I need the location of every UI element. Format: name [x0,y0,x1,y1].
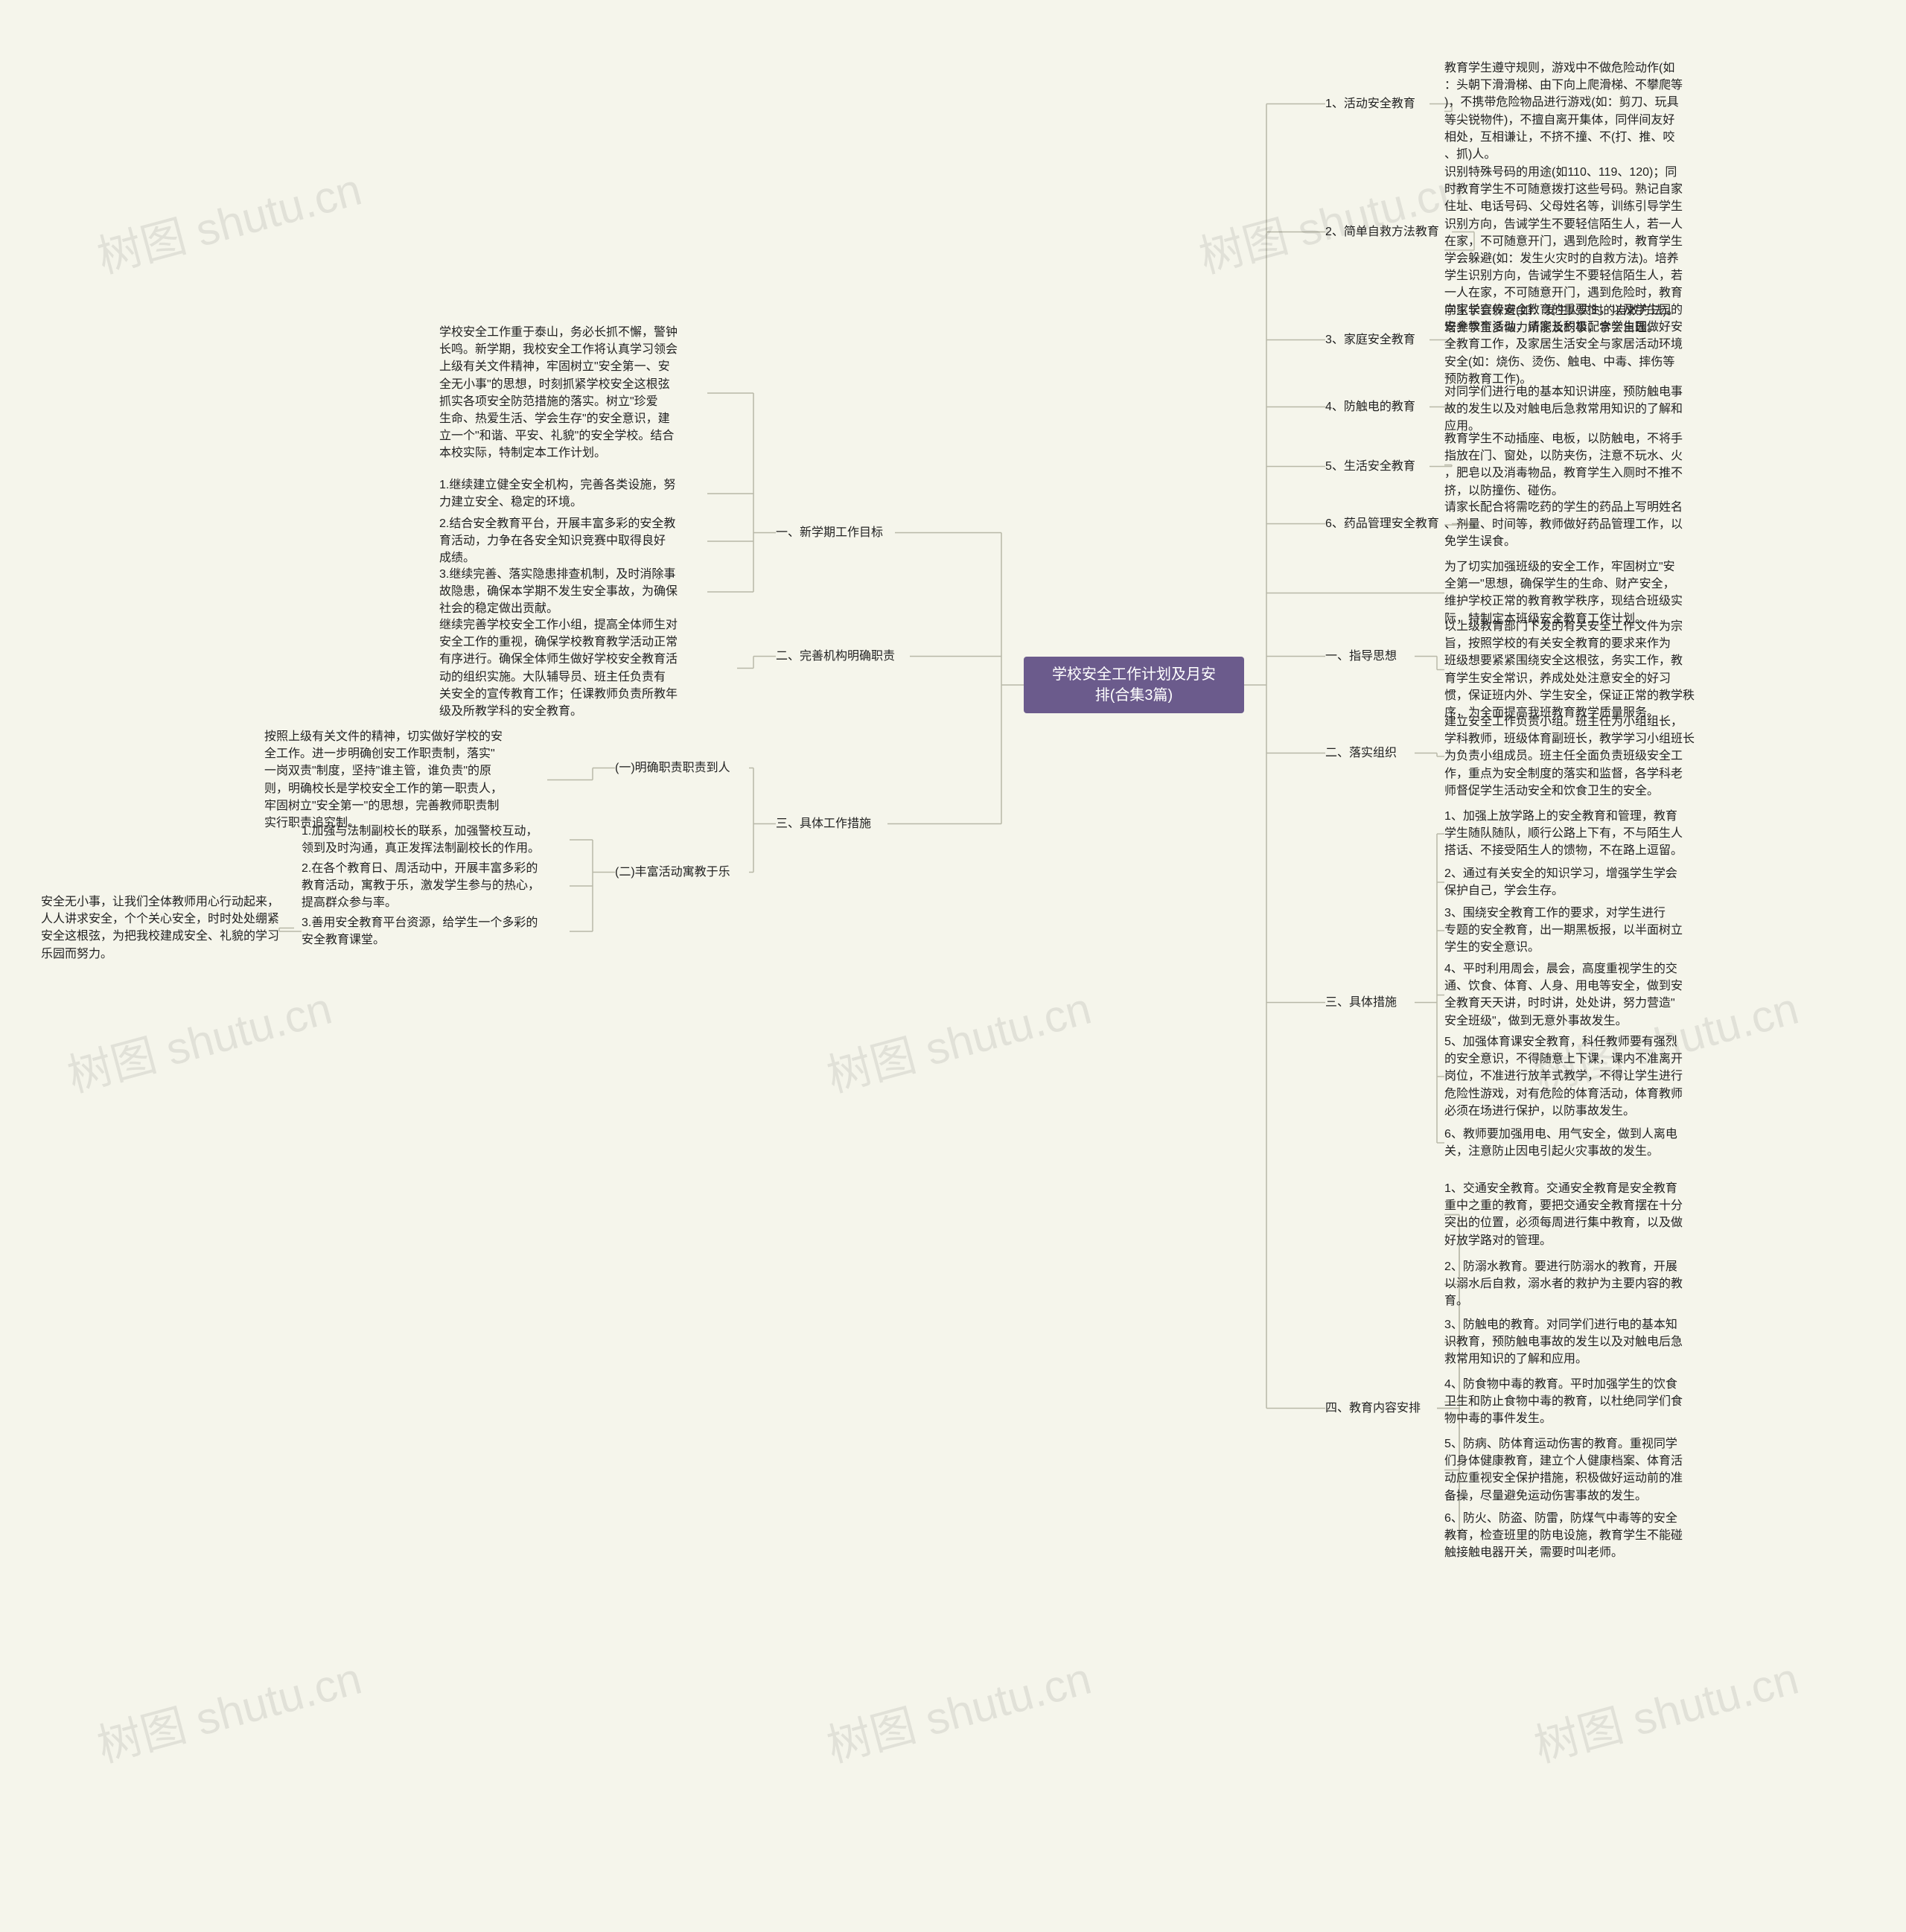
node-a1_3_a_desc[interactable]: 按照上级有关文件的精神，切实做好学校的安 全工作。进一步明确创安工作职责制，落实… [264,728,547,832]
node-a2_6_d[interactable]: 请家长配合将需吃药的学生的药品上写明姓名 、剂量、时间等，教师做好药品管理工作，… [1444,499,1765,551]
node-a1_1_1[interactable]: 1.继续建立健全安全机构，完善各类设施，努 力建立安全、稳定的环境。 [439,476,707,511]
node-a3_3_1[interactable]: 1、加强上放学路上的安全教育和管理，教育 学生随队随队，顺行公路上下有，不与陌生… [1444,808,1742,860]
node-a1_1_3[interactable]: 3.继续完善、落实隐患排查机制，及时消除事 故隐患，确保本学期不发生安全事故，为… [439,566,707,618]
node-a3_3[interactable]: 三、具体措施 [1325,994,1415,1011]
node-a1_intro[interactable]: 学校安全工作重于泰山，务必长抓不懈，警钟 长鸣。新学期，我校安全工作将认真学习领… [439,324,707,462]
node-a2_1_d[interactable]: 教育学生遵守规则，游戏中不做危险动作(如 ：头朝下滑滑梯、由下向上爬滑梯、不攀爬… [1444,60,1757,163]
node-a1_3_b[interactable]: (二)丰富活动寓教于乐 [615,864,749,881]
node-a3_4_3[interactable]: 3、防触电的教育。对同学们进行电的基本知 识教育，预防触电事故的发生以及对触电后… [1444,1316,1742,1368]
mindmap-canvas: 学校安全工作计划及月安 排(合集3篇) 学校安全工作重于泰山，务必长抓不懈，警钟 … [0,0,1906,1932]
watermark: 树图 shutu.cn [89,1642,368,1775]
node-a1_3[interactable]: 三、具体工作措施 [776,815,887,832]
node-a3_3_4[interactable]: 4、平时利用周会，晨会，高度重视学生的交 通、饮食、体育、人身、用电等安全，做到… [1444,960,1742,1030]
node-a1_3_left_note[interactable]: 安全无小事，让我们全体教师用心行动起来， 人人讲求安全，个个关心安全，时时处处绷… [41,893,294,963]
node-a3_4_6[interactable]: 6、防火、防盗、防雷，防煤气中毒等的安全 教育，检查班里的防电设施，教育学生不能… [1444,1510,1742,1562]
node-a1_2_1[interactable]: 继续完善学校安全工作小组，提高全体师生对 安全工作的重视，确保学校教育教学活动正… [439,616,737,720]
node-a1_3_b_1[interactable]: 1.加强与法制副校长的联系，加强警校互动， 领到及时沟通，真正发挥法制副校长的作… [302,823,570,857]
node-a2_6[interactable]: 6、药品管理安全教育 [1325,515,1452,532]
node-a3_2_d[interactable]: 建立安全工作负责小组。班主任为小组组长， 学科教师，班级体育副班长，教学学习小组… [1444,713,1765,800]
watermark: 树图 shutu.cn [60,972,338,1105]
root-node[interactable]: 学校安全工作计划及月安 排(合集3篇) [1024,657,1244,713]
node-a1_1_2[interactable]: 2.结合安全教育平台，开展丰富多彩的安全教 育活动，力争在各安全知识竞赛中取得良… [439,515,707,567]
node-a3_4_1[interactable]: 1、交通安全教育。交通安全教育是安全教育 重中之重的教育，要把交通安全教育摆在十… [1444,1180,1742,1249]
node-a2_4[interactable]: 4、防触电的教育 [1325,398,1430,415]
node-a3_intro[interactable]: 为了切实加强班级的安全工作，牢固树立"安 全第一"思想，确保学生的生命、财产安全… [1444,558,1742,628]
watermark: 树图 shutu.cn [1526,1642,1805,1775]
node-a3_3_3[interactable]: 3、围绕安全教育工作的要求，对学生进行 专题的安全教育，出一期黑板报，以半面树立… [1444,905,1742,957]
node-a2_5_d[interactable]: 教育学生不动插座、电板，以防触电，不将手 指放在门、窗处，以防夹伤，注意不玩水、… [1444,430,1765,500]
watermark: 树图 shutu.cn [819,972,1097,1105]
watermark: 树图 shutu.cn [819,1642,1097,1775]
node-a1_2[interactable]: 二、完善机构明确职责 [776,648,910,665]
node-a2_3_d[interactable]: 向家长宣传安全教育的重要性，以及学生园的 安全教育活动，请家长积极配合学生园做好… [1444,302,1765,388]
node-a2_3[interactable]: 3、家庭安全教育 [1325,331,1430,348]
node-a3_3_5[interactable]: 5、加强体育课安全教育，科任教师要有强烈 的安全意识，不得随意上下课，课内不准离… [1444,1033,1742,1120]
node-a1_3_b_3[interactable]: 3.善用安全教育平台资源，给学生一个多彩的 安全教育课堂。 [302,914,570,949]
node-a2_4_d[interactable]: 对同学们进行电的基本知识讲座，预防触电事 故的发生以及对触电后急救常用知识的了解… [1444,383,1765,436]
node-a1_1[interactable]: 一、新学期工作目标 [776,524,895,541]
node-a2_2[interactable]: 2、简单自救方法教育 [1325,223,1452,240]
node-a3_3_6[interactable]: 6、教师要加强用电、用气安全，做到人离电 关，注意防止因电引起火灾事故的发生。 [1444,1126,1742,1160]
watermark: 树图 shutu.cn [89,153,368,286]
node-a3_4[interactable]: 四、教育内容安排 [1325,1400,1437,1417]
node-a3_4_4[interactable]: 4、防食物中毒的教育。平时加强学生的饮食 卫生和防止食物中毒的教育，以杜绝同学们… [1444,1376,1742,1428]
node-a3_4_2[interactable]: 2、防溺水教育。要进行防溺水的教育，开展 以溺水后自救，溺水者的救护为主要内容的… [1444,1258,1742,1310]
node-a2_1[interactable]: 1、活动安全教育 [1325,95,1430,112]
node-a3_2[interactable]: 二、落实组织 [1325,745,1415,762]
node-a3_3_2[interactable]: 2、通过有关安全的知识学习，增强学生学会 保护自己，学会生存。 [1444,865,1742,899]
node-a3_4_5[interactable]: 5、防病、防体育运动伤害的教育。重视同学 们身体健康教育，建立个人健康档案、体育… [1444,1435,1742,1505]
node-a1_3_a[interactable]: (一)明确职责职责到人 [615,759,749,777]
node-a3_1_d[interactable]: 以上级教育部门下发的有关安全工作文件为宗 旨，按照学校的有关安全教育的要求来作为… [1444,618,1765,721]
watermark: 树图 shutu.cn [1191,153,1470,286]
node-a3_1[interactable]: 一、指导思想 [1325,648,1415,665]
node-a1_3_b_2[interactable]: 2.在各个教育日、周活动中，开展丰富多彩的 教育活动，寓教于乐，激发学生参与的热… [302,860,570,912]
node-a2_5[interactable]: 5、生活安全教育 [1325,458,1430,475]
